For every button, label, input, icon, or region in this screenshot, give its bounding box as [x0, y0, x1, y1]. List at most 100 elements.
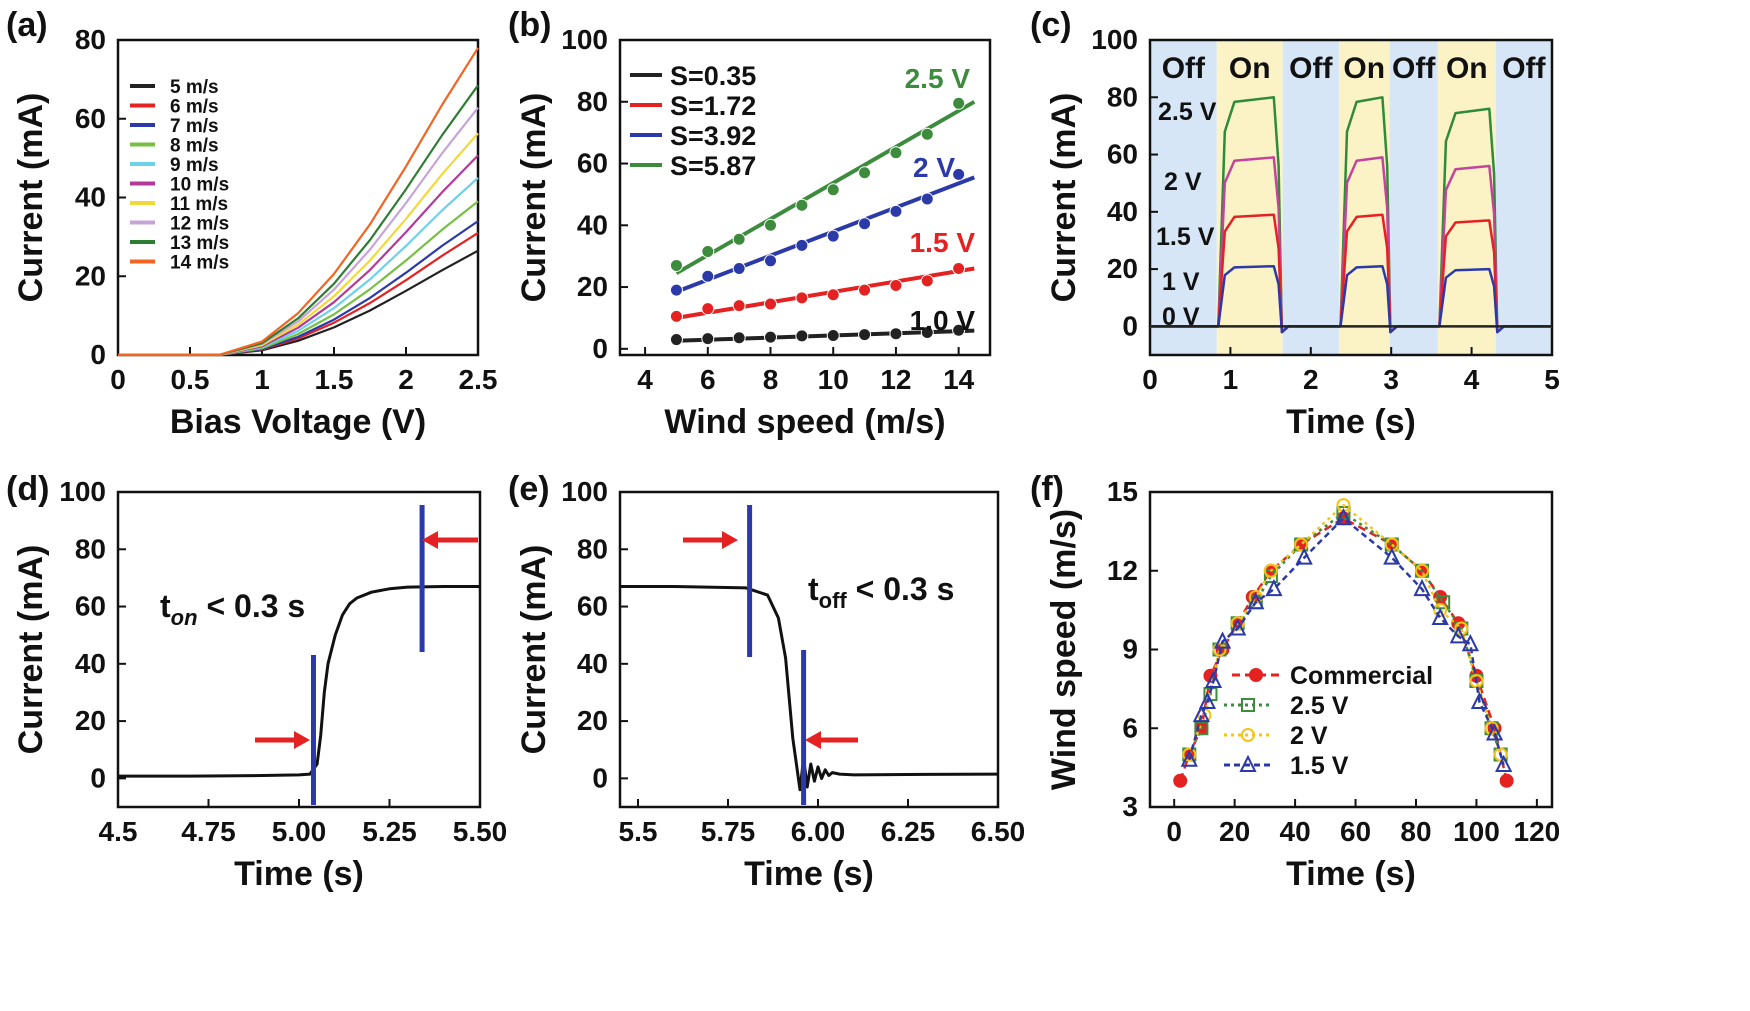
data-point — [889, 327, 903, 341]
trace-25V — [1150, 96, 1552, 334]
panel-a: (a) 0 0.5 1 1.5 2 2.5 0 20 40 60 80 Bias Voltage (V)… — [6, 6, 497, 441]
legend-label: 13 m/s — [170, 233, 229, 254]
band-off — [1282, 40, 1339, 355]
red-arrow-head — [294, 731, 310, 749]
data-point — [1241, 728, 1255, 742]
data-point — [1495, 754, 1513, 772]
data-point — [1485, 723, 1504, 741]
x-tick-label: 40 — [1280, 816, 1311, 847]
data-point — [1239, 754, 1257, 772]
data-point — [1499, 773, 1514, 788]
red-arrow-head — [805, 731, 821, 749]
y-tick-label: 100 — [59, 476, 106, 507]
y-axis-label: Current (mA) — [515, 545, 553, 755]
panel-f: (f) 0 20 40 60 80 100 120 3 6 9 12 15 Time (s) Wind sp… — [1030, 470, 1560, 893]
x-tick-label: 6.25 — [881, 816, 936, 847]
data-point — [920, 192, 934, 206]
band-label: Off — [1162, 52, 1206, 85]
band-label: Off — [1289, 52, 1333, 85]
panel-label: (d) — [6, 470, 49, 508]
data-point — [858, 283, 872, 297]
y-tick-label: 12 — [1107, 555, 1138, 586]
series-line-14ms — [118, 47, 479, 357]
data-point — [1436, 595, 1451, 610]
y-tick-label: 40 — [75, 648, 106, 679]
time-annotation: toff < 0.3 s — [808, 571, 954, 613]
y-tick-label: 60 — [75, 103, 106, 134]
data-point — [889, 204, 903, 218]
legend-label: S=1.72 — [670, 91, 756, 121]
y-tick-label: 0 — [1122, 310, 1138, 341]
legend-label: 8 m/s — [170, 136, 219, 157]
x-tick-label: 2 — [398, 364, 414, 395]
x-tick-label: 4.75 — [181, 816, 236, 847]
y-tick-label: 15 — [1107, 476, 1138, 507]
band-label: On — [1343, 52, 1385, 85]
data-point — [1263, 563, 1278, 578]
data-point — [952, 323, 966, 337]
band-label: Off — [1502, 52, 1546, 85]
legend-label: 9 m/s — [170, 155, 219, 176]
band-label: Off — [1392, 52, 1436, 85]
data-point — [952, 167, 966, 181]
response-curve — [118, 585, 480, 778]
data-point — [795, 329, 809, 343]
data-point — [701, 332, 715, 346]
data-point — [764, 330, 778, 344]
data-point — [826, 229, 840, 243]
y-axis-label: Wind speed (m/s) — [1045, 509, 1083, 790]
x-tick-label: 0.5 — [171, 364, 210, 395]
x-tick-label: 4 — [637, 364, 653, 395]
x-tick-label: 6.00 — [791, 816, 846, 847]
y-tick-label: 9 — [1122, 634, 1138, 665]
y-axis-label: Current (mA) — [515, 93, 553, 303]
data-point — [920, 274, 934, 288]
legend-label: S=3.92 — [670, 121, 756, 151]
data-point — [1173, 773, 1188, 788]
time-annotation: ton < 0.3 s — [160, 588, 305, 630]
legend-label: 10 m/s — [170, 175, 229, 196]
data-point — [952, 96, 966, 110]
legend-label: 14 m/s — [170, 253, 229, 274]
data-point — [1413, 578, 1431, 597]
data-point — [1294, 537, 1309, 552]
band-off — [1495, 40, 1552, 355]
data-point — [1247, 592, 1265, 610]
legend-label: 1.5 V — [1290, 752, 1349, 780]
y-axis-label: Current (mA) — [12, 93, 50, 303]
plot-frame — [618, 490, 1000, 809]
y-tick-label: 100 — [561, 24, 608, 55]
x-tick-label: 0 — [110, 364, 126, 395]
series-voltage-label: 2.5 V — [905, 63, 971, 94]
panel-b: (b) 4 6 8 10 12 14 0 20 40 60 80 100 Wind speed (m/s)… — [508, 6, 992, 441]
data-point — [1182, 747, 1197, 762]
x-axis-label: Time (s) — [1286, 403, 1416, 441]
data-point — [826, 329, 840, 343]
data-point — [1229, 618, 1247, 636]
x-tick-label: 10 — [818, 364, 849, 395]
data-point — [669, 258, 683, 272]
plot-frame — [618, 38, 992, 357]
data-point — [1249, 668, 1263, 682]
x-tick-label: 3 — [1383, 364, 1399, 395]
data-point — [1383, 547, 1401, 565]
data-point — [1449, 626, 1467, 644]
x-tick-label: 0 — [1142, 364, 1158, 395]
panel-label: (b) — [508, 6, 551, 44]
legend-label: 11 m/s — [170, 194, 228, 215]
x-tick-label: 5.00 — [272, 816, 327, 847]
x-tick-label: 5.50 — [453, 816, 508, 847]
data-point — [1484, 721, 1499, 736]
legend-label: 7 m/s — [170, 116, 219, 137]
x-tick-label: 5.75 — [701, 816, 756, 847]
series-voltage-label: 1.5 V — [910, 227, 976, 258]
band-label: On — [1446, 52, 1488, 85]
data-point — [1431, 607, 1449, 625]
panel-label: (e) — [508, 470, 550, 508]
trace-voltage-label: 2 V — [1164, 168, 1202, 196]
x-tick-label: 100 — [1453, 816, 1500, 847]
x-axis-label: Bias Voltage (V) — [170, 403, 426, 441]
y-tick-label: 6 — [1122, 712, 1138, 743]
x-tick-label: 1 — [1223, 364, 1239, 395]
data-point — [1336, 506, 1351, 520]
